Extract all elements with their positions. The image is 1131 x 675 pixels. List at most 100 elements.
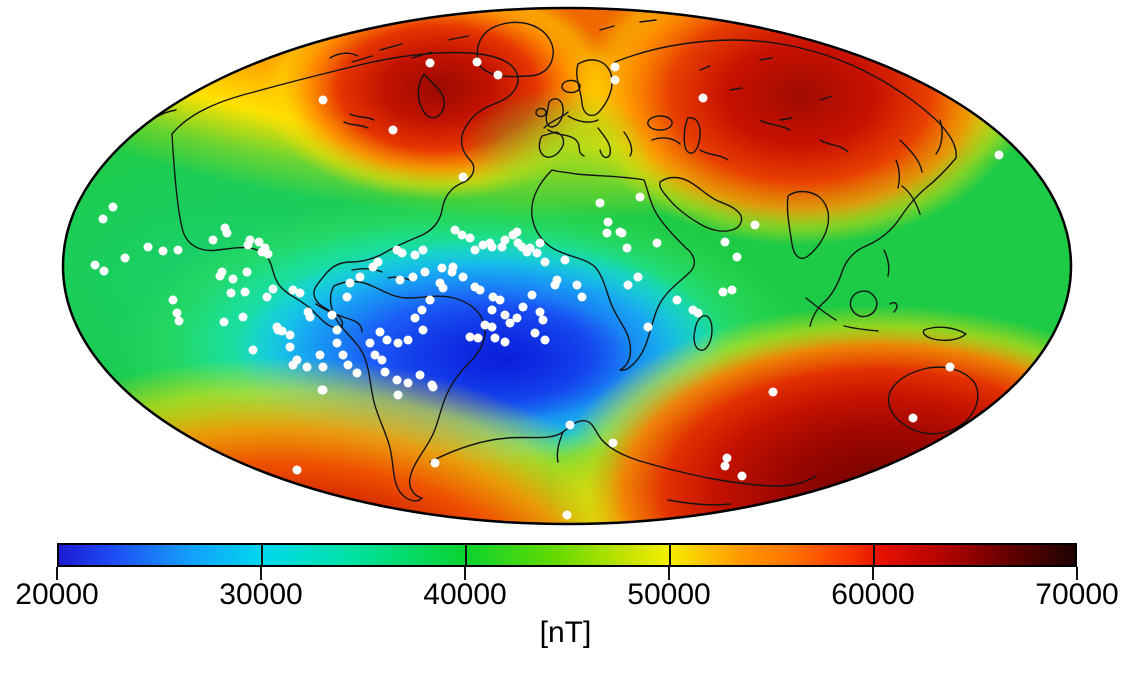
observation-dot — [470, 245, 480, 255]
observation-dot — [577, 292, 587, 302]
observation-dot — [403, 335, 413, 345]
observation-dot — [500, 337, 510, 347]
observation-dot — [500, 310, 510, 320]
colorbar-inner-tick — [465, 545, 467, 565]
observation-dot — [393, 338, 403, 348]
observation-dot — [565, 420, 575, 430]
colorbar-tick — [464, 567, 466, 580]
observation-dot — [603, 217, 613, 227]
observation-dot — [595, 198, 605, 208]
field-layers — [63, 8, 1071, 524]
observation-dot — [238, 312, 248, 322]
observation-dot — [268, 284, 278, 294]
colorbar — [57, 543, 1077, 567]
observation-dot — [417, 305, 427, 315]
observation-dot — [98, 214, 108, 224]
observation-dot — [487, 242, 497, 252]
observation-dot — [617, 228, 627, 238]
observation-dot — [248, 345, 258, 355]
observation-dot — [722, 453, 732, 463]
observation-dot — [720, 237, 730, 247]
observation-dot — [727, 285, 737, 295]
observation-dot — [90, 260, 100, 270]
observation-dot — [388, 125, 398, 135]
observation-dot — [288, 360, 298, 370]
observation-dot — [495, 295, 505, 305]
coast-madagascar — [693, 314, 713, 351]
observation-dot — [393, 390, 403, 400]
observation-dot — [158, 246, 168, 256]
observation-dot — [277, 326, 287, 336]
observation-dot — [425, 58, 435, 68]
observation-dot — [608, 438, 618, 448]
coast-australia — [887, 366, 979, 435]
observation-dot — [403, 378, 413, 388]
coast-greenland — [476, 21, 554, 78]
colorbar-tick-label: 40000 — [423, 578, 507, 611]
observation-dot — [610, 62, 620, 72]
observation-dot — [538, 315, 548, 325]
field-australia-high — [63, 8, 1071, 524]
coast-asia — [614, 39, 957, 327]
coast-asia-interior — [699, 57, 849, 161]
observation-dot — [500, 235, 510, 245]
observation-dot — [410, 250, 420, 260]
observation-dot — [540, 335, 550, 345]
coast-kamchatka-japan — [895, 119, 943, 215]
observation-dot — [168, 295, 178, 305]
observation-dot — [327, 310, 337, 320]
coast-india — [786, 190, 830, 260]
observation-dot — [562, 510, 572, 520]
observation-dot — [172, 308, 182, 318]
observation-dot — [395, 275, 405, 285]
observation-dot — [487, 322, 497, 332]
coast-iceland — [561, 79, 581, 94]
observation-dot — [415, 370, 425, 380]
colorbar-inner-tick — [873, 545, 875, 565]
observation-dot — [410, 313, 420, 323]
observation-dot — [572, 280, 582, 290]
observation-dot — [473, 333, 483, 343]
colorbar-inner-tick — [669, 545, 671, 565]
observation-dot — [652, 238, 662, 248]
observation-dot — [718, 287, 728, 297]
observation-dot — [552, 275, 562, 285]
observation-dot — [908, 413, 918, 423]
coast-caspian-sea — [683, 117, 701, 154]
observation-dot — [222, 228, 232, 238]
coast-africa — [531, 169, 696, 371]
observation-dot — [532, 248, 542, 258]
colorbar-tick-label: 30000 — [219, 578, 303, 611]
observation-dot — [99, 266, 109, 276]
observation-dot — [693, 308, 703, 318]
observation-dot — [438, 283, 448, 293]
observation-dot — [382, 335, 392, 345]
observation-dot — [370, 350, 380, 360]
observation-dot — [392, 375, 402, 385]
observation-dots — [90, 57, 1004, 520]
observation-dot — [672, 295, 682, 305]
observation-dot — [437, 263, 447, 273]
observation-dot — [254, 237, 264, 247]
observation-dot — [208, 235, 218, 245]
observation-dot — [108, 202, 118, 212]
observation-dot — [540, 257, 550, 267]
observation-dot — [338, 350, 348, 360]
coast-black-sea — [647, 115, 673, 131]
observation-dot — [260, 243, 270, 253]
observation-dot — [490, 333, 500, 343]
observation-dot — [305, 312, 315, 322]
coast-arabia — [659, 176, 743, 232]
observation-dot — [525, 243, 535, 253]
colorbar-inner-tick — [261, 545, 263, 565]
observation-dot — [480, 320, 490, 330]
observation-dot — [472, 57, 482, 67]
observation-dot — [512, 227, 522, 237]
observation-dot — [530, 328, 540, 338]
observation-dot — [994, 150, 1004, 160]
observation-dot — [345, 278, 355, 288]
observation-dot — [750, 220, 760, 230]
colorbar-tick — [668, 567, 670, 580]
observation-dot — [318, 362, 328, 372]
observation-dot — [465, 332, 475, 342]
